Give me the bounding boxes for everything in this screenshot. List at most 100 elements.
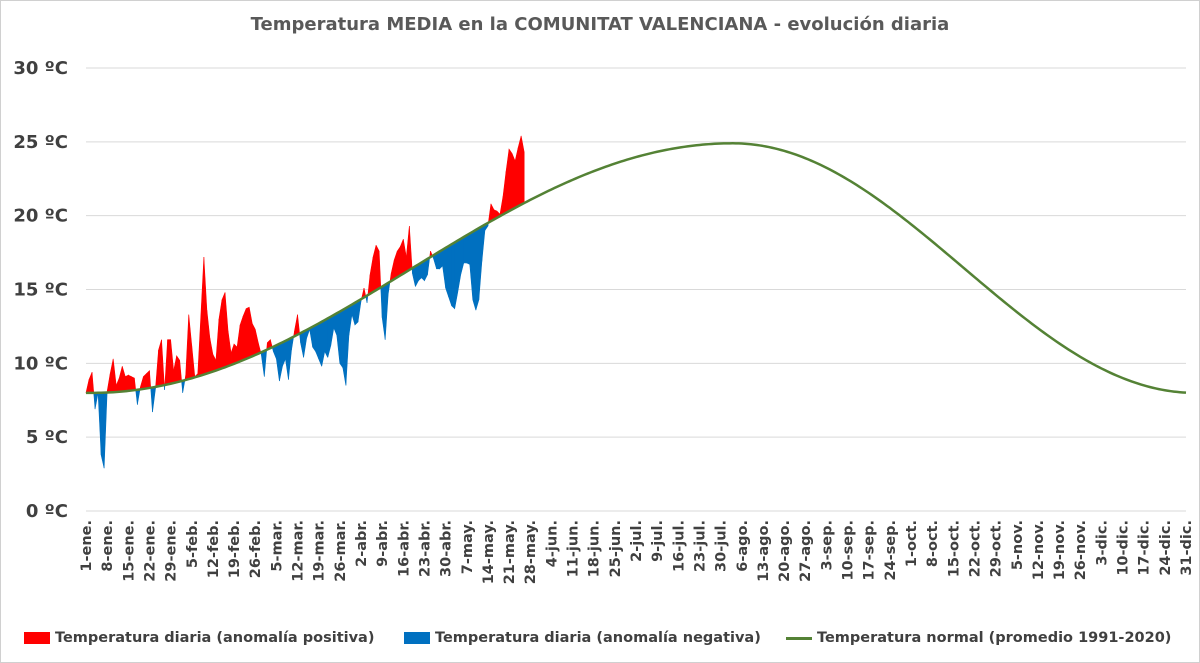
x-tick-label: 16-jul. <box>671 520 687 572</box>
positive-anomaly-area <box>146 370 150 389</box>
positive-anomaly-area <box>520 135 525 206</box>
x-tick-label: 12-mar. <box>291 520 307 582</box>
positive-anomaly-area <box>161 339 165 387</box>
negative-anomaly-area <box>336 311 341 364</box>
positive-anomaly-area <box>396 245 401 278</box>
x-tick-label: 8-oct. <box>925 520 941 567</box>
negative-anomaly-area <box>282 340 286 367</box>
positive-anomaly-area <box>221 292 226 369</box>
negative-anomaly-area <box>445 245 449 297</box>
x-tick-label: 24-sep. <box>883 520 899 581</box>
positive-anomaly-area <box>203 256 208 375</box>
y-tick-label: 25 ºC <box>13 132 68 153</box>
positive-anomaly-area <box>378 251 382 289</box>
positive-anomaly-area <box>212 354 217 373</box>
positive-anomaly-area <box>369 256 374 295</box>
positive-anomaly-area <box>372 245 377 293</box>
positive-anomaly-area <box>251 323 256 357</box>
positive-anomaly-area <box>158 339 162 387</box>
legend-label-normal: Temperatura normal (promedio 1991-2020) <box>817 630 1172 646</box>
positive-anomaly-area <box>488 203 492 224</box>
positive-anomaly-area <box>215 319 220 371</box>
negative-anomaly-area <box>285 338 289 380</box>
negative-anomaly-area <box>279 341 283 382</box>
x-tick-label: 20-ago. <box>777 520 793 582</box>
negative-anomaly-area <box>475 227 480 311</box>
x-tick-label: 12-feb. <box>206 520 222 578</box>
x-tick-label: 17-dic. <box>1137 520 1153 576</box>
negative-anomaly-area <box>460 236 465 275</box>
negative-anomaly-area <box>324 317 329 358</box>
x-tick-label: 7-may. <box>460 520 476 574</box>
legend-item-positive: Temperatura diaria (anomalía positiva) <box>24 630 374 646</box>
negative-anomaly-area <box>415 263 419 287</box>
x-tick-label: 18-jun. <box>587 520 603 577</box>
y-tick-label: 10 ºC <box>13 353 68 374</box>
positive-anomaly-area <box>230 344 235 366</box>
x-tick-label: 10-sep. <box>841 520 857 581</box>
x-tick-label: 26-mar. <box>333 520 349 582</box>
positive-anomaly-area <box>124 374 129 392</box>
negative-anomaly-area <box>303 329 307 358</box>
x-tick-label: 22-oct. <box>967 520 983 577</box>
positive-anomaly-area <box>517 135 522 207</box>
x-tick-label: 21-may. <box>502 520 518 584</box>
negative-anomaly-area <box>100 392 105 469</box>
positive-anomaly-area <box>173 355 177 384</box>
x-tick-label: 3-dic. <box>1094 520 1110 566</box>
chart-title: Temperatura MEDIA en la COMUNITAT VALENC… <box>250 14 950 35</box>
x-tick-label: 31-dic. <box>1179 520 1195 576</box>
y-tick-label: 5 ºC <box>26 427 68 448</box>
x-tick-label: 2-jul. <box>629 520 645 562</box>
x-tick-label: 17-sep. <box>862 520 878 581</box>
positive-anomaly-area <box>128 374 132 392</box>
x-tick-label: 13-ago. <box>756 520 772 582</box>
negative-anomaly-area <box>424 258 428 281</box>
x-tick-label: 5-nov. <box>1010 520 1026 570</box>
negative-anomaly-area <box>345 305 350 386</box>
x-tick-label: 22-ene. <box>142 520 158 582</box>
positive-anomaly-area <box>239 315 244 362</box>
positive-anomaly-area <box>188 314 193 380</box>
x-tick-label: 30-jul. <box>714 520 730 572</box>
negative-anomaly-area <box>318 321 323 367</box>
x-tick-label: 27-ago. <box>798 520 814 582</box>
y-tick-label: 20 ºC <box>13 206 68 227</box>
x-tick-label: 1-ene. <box>79 520 95 572</box>
y-axis-ticks: 0 ºC 5 ºC 10 ºC 15 ºC 20 ºC 25 ºC 30 ºC <box>13 58 68 522</box>
negative-anomaly-area <box>276 343 280 382</box>
x-tick-label: 15-oct. <box>946 520 962 577</box>
legend-label-positive: Temperatura diaria (anomalía positiva) <box>55 630 375 646</box>
x-tick-label: 9-abr. <box>375 520 391 567</box>
positive-anomaly-area <box>185 314 190 381</box>
x-tick-label: 29-ene. <box>164 520 180 582</box>
negative-anomaly-area <box>478 225 483 300</box>
positive-anomaly-area <box>514 147 519 209</box>
positive-anomaly-area <box>505 149 510 214</box>
negative-anomaly-area <box>472 229 477 311</box>
x-tick-label: 29-oct. <box>989 520 1005 577</box>
positive-anomaly-area <box>200 256 205 376</box>
negative-anomaly-area <box>315 322 319 360</box>
legend-swatch-negative <box>404 632 430 644</box>
positive-anomaly-area <box>403 239 407 275</box>
positive-anomaly-area <box>218 299 223 370</box>
negative-anomaly-area <box>312 324 316 353</box>
positive-anomaly-area <box>499 196 504 217</box>
positive-anomaly-area <box>242 308 247 361</box>
positive-anomaly-area <box>508 148 513 212</box>
positive-anomaly-area <box>393 251 398 280</box>
legend-item-normal: Temperatura normal (promedio 1991-2020) <box>786 630 1171 646</box>
positive-anomaly-area <box>109 358 114 393</box>
anomaly-areas <box>85 135 525 469</box>
positive-anomaly-area <box>245 306 250 360</box>
negative-anomaly-area <box>333 312 338 336</box>
positive-anomaly-area <box>106 373 111 393</box>
x-tick-label: 25-jun. <box>608 520 624 577</box>
y-tick-label: 30 ºC <box>13 58 68 79</box>
positive-anomaly-area <box>149 370 152 389</box>
positive-anomaly-area <box>367 274 371 296</box>
x-tick-label: 10-dic. <box>1116 520 1132 576</box>
positive-anomaly-area <box>88 372 93 394</box>
x-tick-label: 1-oct. <box>904 520 920 567</box>
